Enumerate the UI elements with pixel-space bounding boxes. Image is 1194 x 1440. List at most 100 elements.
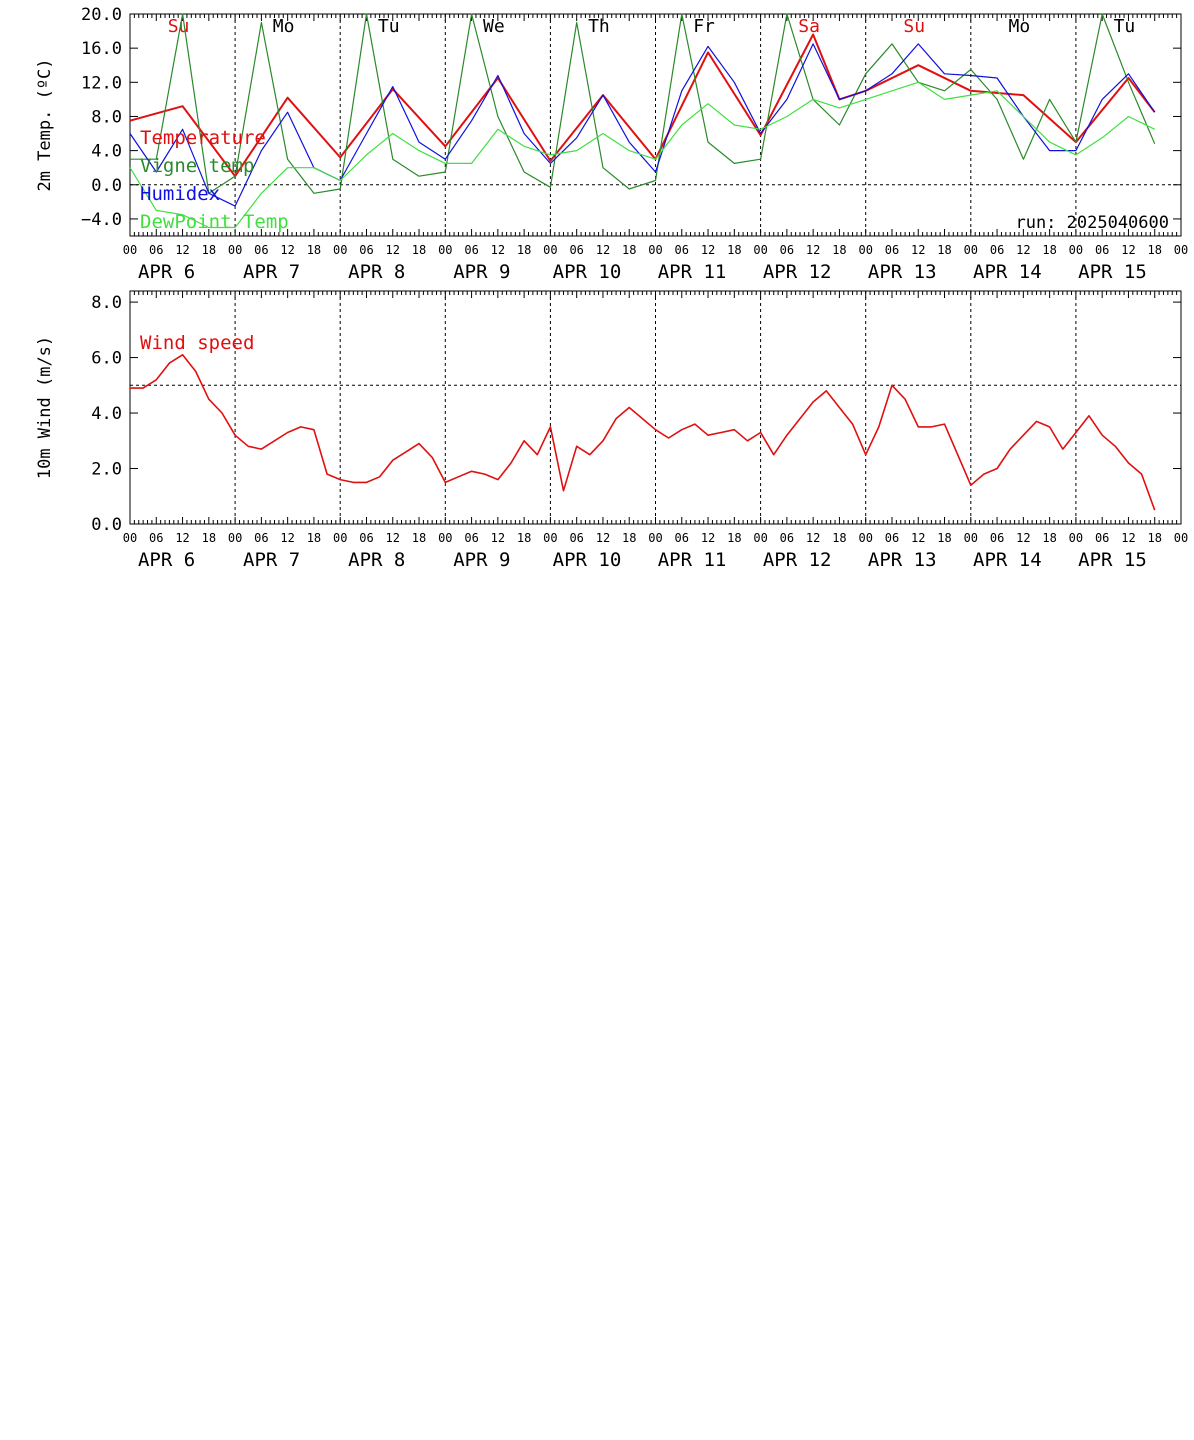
weekday-label: Th (588, 16, 610, 37)
x-tick-label: 00 (1174, 531, 1188, 545)
x-tick-label: 12 (806, 243, 820, 257)
x-tick-label: 18 (517, 243, 531, 257)
x-tick-label: 18 (832, 243, 846, 257)
x-tick-label: 06 (885, 243, 899, 257)
x-tick-label: 18 (832, 531, 846, 545)
weekday-label: Sa (798, 16, 820, 37)
y-tick-label: 6.0 (91, 349, 122, 369)
legend-entry: Humidex (140, 183, 220, 205)
x-tick-label: 00 (228, 531, 242, 545)
date-label: APR 11 (658, 261, 727, 283)
date-label: APR 7 (243, 549, 300, 571)
x-tick-label: 12 (175, 531, 189, 545)
x-tick-label: 06 (359, 531, 373, 545)
x-tick-label: 06 (464, 243, 478, 257)
date-label: APR 8 (348, 261, 405, 283)
date-label: APR 15 (1078, 261, 1147, 283)
series-line-dewpoint-temp (129, 81, 1155, 229)
x-tick-label: 06 (885, 531, 899, 545)
x-tick-label: 12 (701, 243, 715, 257)
weekday-label: Tu (378, 16, 400, 37)
x-tick-label: 12 (596, 243, 610, 257)
x-tick-label: 18 (412, 243, 426, 257)
x-tick-label: 06 (990, 531, 1004, 545)
x-tick-label: 06 (780, 243, 794, 257)
x-tick-label: 00 (648, 531, 662, 545)
x-tick-label: 06 (1095, 243, 1109, 257)
x-tick-label: 00 (648, 243, 662, 257)
x-tick-label: 18 (202, 531, 216, 545)
x-tick-label: 12 (1121, 531, 1135, 545)
x-tick-label: 06 (569, 531, 583, 545)
legend-entry: Wind speed (140, 332, 254, 354)
x-tick-label: 12 (1121, 243, 1135, 257)
x-tick-label: 18 (307, 243, 321, 257)
x-tick-label: 00 (1174, 243, 1188, 257)
x-tick-label: 06 (149, 531, 163, 545)
x-tick-label: 18 (937, 243, 951, 257)
legend-entry: DewPoint Temp (140, 211, 289, 233)
series-line-temperature (129, 33, 1156, 178)
x-tick-label: 06 (675, 243, 689, 257)
x-tick-label: 12 (911, 243, 925, 257)
x-tick-label: 06 (464, 531, 478, 545)
x-tick-label: 12 (701, 531, 715, 545)
date-label: APR 9 (453, 549, 510, 571)
y-tick-label: 0.0 (91, 176, 122, 196)
x-tick-label: 12 (280, 243, 294, 257)
legend-entry: Temperature (140, 127, 266, 149)
x-tick-label: 00 (123, 243, 137, 257)
x-tick-label: 00 (228, 243, 242, 257)
x-tick-label: 00 (123, 531, 137, 545)
y-axis-label: 2m Temp. (ºC) (35, 58, 55, 191)
x-tick-label: 12 (280, 531, 294, 545)
x-tick-label: 06 (1095, 531, 1109, 545)
x-tick-label: 00 (438, 243, 452, 257)
weekday-label: Mo (1009, 16, 1031, 37)
x-tick-label: 18 (1147, 243, 1161, 257)
x-tick-label: 00 (438, 531, 452, 545)
x-tick-label: 18 (937, 531, 951, 545)
x-tick-label: 06 (569, 243, 583, 257)
x-tick-label: 12 (491, 531, 505, 545)
weekday-label: Su (903, 16, 925, 37)
x-tick-label: 18 (622, 531, 636, 545)
x-tick-label: 12 (596, 531, 610, 545)
x-tick-label: 06 (780, 531, 794, 545)
date-label: APR 9 (453, 261, 510, 283)
date-label: APR 6 (138, 549, 195, 571)
x-tick-label: 00 (333, 531, 347, 545)
date-label: APR 8 (348, 549, 405, 571)
y-tick-label: 0.0 (91, 515, 122, 535)
y-tick-label: −4.0 (81, 210, 122, 230)
x-tick-label: 12 (911, 531, 925, 545)
date-label: APR 10 (553, 261, 622, 283)
x-tick-label: 18 (727, 531, 741, 545)
run-annotation: run: 2025040600 (1015, 213, 1169, 233)
date-label: APR 12 (763, 549, 832, 571)
x-tick-label: 12 (1016, 243, 1030, 257)
x-tick-label: 18 (1042, 531, 1056, 545)
weekday-label: Fr (693, 16, 715, 37)
x-tick-label: 06 (359, 243, 373, 257)
y-tick-label: 4.0 (91, 404, 122, 424)
x-tick-label: 18 (727, 243, 741, 257)
x-tick-label: 18 (517, 531, 531, 545)
date-label: APR 13 (868, 261, 937, 283)
y-tick-label: 20.0 (81, 5, 122, 25)
x-tick-label: 12 (1016, 531, 1030, 545)
date-label: APR 10 (553, 549, 622, 571)
x-tick-label: 00 (858, 531, 872, 545)
legend-entry: Vigne temp (140, 155, 254, 177)
y-tick-label: 2.0 (91, 460, 122, 480)
x-tick-label: 06 (675, 531, 689, 545)
x-tick-label: 00 (858, 243, 872, 257)
x-tick-label: 00 (964, 243, 978, 257)
x-tick-label: 00 (753, 243, 767, 257)
x-tick-label: 12 (386, 243, 400, 257)
x-tick-label: 00 (333, 243, 347, 257)
series-line-wind-speed (130, 353, 1156, 511)
date-label: APR 12 (763, 261, 832, 283)
weekday-label: Mo (273, 16, 295, 37)
